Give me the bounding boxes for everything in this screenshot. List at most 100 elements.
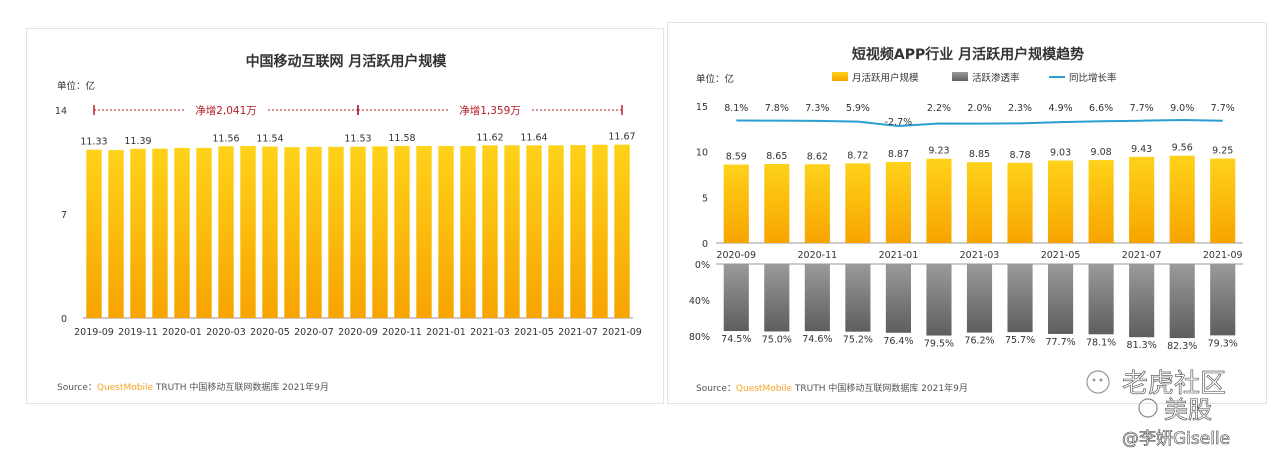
x-tick-label: 2020-07 xyxy=(294,327,334,338)
data-label: 8.59 xyxy=(726,152,747,163)
data-label: 9.08 xyxy=(1091,147,1112,158)
data-label: 11.54 xyxy=(256,134,283,145)
penetration-label: 79.3% xyxy=(1208,338,1238,349)
data-label: 8.85 xyxy=(969,149,990,160)
x-tick-label: 2021-01 xyxy=(426,327,466,338)
data-label: 11.56 xyxy=(212,133,239,144)
y-tick-label: 15 xyxy=(696,102,708,113)
source-note: Source：QuestMobile TRUTH 中国移动互联网数据库 2021… xyxy=(696,382,968,394)
bar xyxy=(416,145,432,318)
growth-line xyxy=(736,118,1223,128)
penetration-label: 74.5% xyxy=(721,334,751,345)
data-label: 9.23 xyxy=(928,146,949,157)
penetration-label: 78.1% xyxy=(1086,337,1116,348)
bar xyxy=(130,148,146,318)
growth-label: 2.3% xyxy=(1008,103,1032,114)
bar xyxy=(966,162,993,243)
x-tick-label: 2020-01 xyxy=(162,327,202,338)
bar xyxy=(1210,158,1236,243)
data-label: 11.33 xyxy=(80,137,107,148)
data-label: 8.62 xyxy=(807,151,828,162)
penetration-bar xyxy=(845,264,871,332)
bar xyxy=(306,146,322,318)
growth-label: 9.0% xyxy=(1170,103,1194,114)
bar xyxy=(1048,160,1074,243)
penetration-bar xyxy=(804,264,830,332)
data-label: 9.25 xyxy=(1212,146,1233,157)
x-tick-label: 2021-05 xyxy=(514,327,554,338)
data-label: 11.64 xyxy=(520,132,547,143)
penetration-bar xyxy=(723,264,749,332)
bar xyxy=(504,145,520,318)
penetration-label: 75.2% xyxy=(843,335,873,346)
bar xyxy=(196,147,212,318)
penetration-bar xyxy=(966,264,993,333)
bar xyxy=(218,146,234,318)
y-tick-label: 7 xyxy=(61,210,67,221)
y-tick-label: 14 xyxy=(55,106,67,117)
penetration-label: 75.0% xyxy=(762,335,792,346)
data-label: 8.65 xyxy=(766,151,787,162)
x-tick-label: 2020-11 xyxy=(797,250,837,261)
penetration-label: 81.3% xyxy=(1127,340,1157,351)
bar xyxy=(1088,160,1114,243)
x-tick-label: 2021-03 xyxy=(960,250,1000,261)
penetration-bar xyxy=(1169,264,1195,339)
penetration-label: 75.7% xyxy=(1005,335,1035,346)
bar xyxy=(482,145,498,318)
legend-swatch xyxy=(832,72,848,81)
bar xyxy=(845,163,871,243)
penetration-label: 76.2% xyxy=(964,336,994,347)
growth-label: 7.7% xyxy=(1211,103,1235,114)
penetration-label: 77.7% xyxy=(1045,337,1075,348)
unit-label: 单位：亿 xyxy=(696,73,734,85)
bar xyxy=(284,147,300,318)
bar xyxy=(108,150,124,318)
x-tick-label: 2020-03 xyxy=(206,327,246,338)
watermark-line3: @李妍Giselle xyxy=(1122,429,1230,449)
x-tick-label: 2020-11 xyxy=(382,327,422,338)
growth-label: 2.0% xyxy=(967,103,991,114)
x-tick-label: 2021-01 xyxy=(879,250,919,261)
x-tick-label: 2021-05 xyxy=(1041,250,1081,261)
tiger-icon xyxy=(1138,398,1158,418)
penetration-bar xyxy=(1048,264,1074,334)
x-tick-label: 2021-03 xyxy=(470,327,510,338)
x-tick-label: 2021-07 xyxy=(1122,250,1162,261)
data-label: 8.72 xyxy=(847,150,868,161)
growth-label: 2.2% xyxy=(927,103,951,114)
wechat-icon xyxy=(1086,370,1110,394)
bar xyxy=(174,147,190,318)
growth-label: 7.8% xyxy=(765,103,789,114)
bar xyxy=(438,145,454,318)
data-label: 9.56 xyxy=(1172,143,1193,154)
bar xyxy=(1007,162,1033,243)
bar xyxy=(804,164,830,243)
growth-label: 5.9% xyxy=(846,103,870,114)
x-tick-label: 2021-07 xyxy=(558,327,598,338)
legend-label: 同比增长率 xyxy=(1069,72,1117,84)
data-label: 11.58 xyxy=(388,133,415,144)
growth-label: 7.7% xyxy=(1130,103,1154,114)
growth-label: -2.7% xyxy=(885,117,913,128)
bar xyxy=(723,164,749,243)
penetration-bar xyxy=(1007,264,1033,333)
bar xyxy=(394,145,410,318)
growth-label: 6.6% xyxy=(1089,103,1113,114)
bar xyxy=(885,161,911,243)
penetration-bar xyxy=(1129,264,1155,338)
bar xyxy=(1169,155,1195,243)
penetration-tick-label: 80% xyxy=(689,332,710,343)
bar xyxy=(460,145,476,318)
bar xyxy=(926,158,952,243)
legend-swatch xyxy=(952,72,968,81)
growth-label: 7.3% xyxy=(805,103,829,114)
penetration-tick-label: 40% xyxy=(689,296,710,307)
data-label: 11.62 xyxy=(476,132,503,143)
bar xyxy=(350,146,366,318)
chart-title: 中国移动互联网 月活跃用户规模 xyxy=(246,53,448,70)
watermark-line2: 美股 xyxy=(1164,396,1212,424)
data-label: 11.39 xyxy=(124,136,151,147)
y-tick-label: 10 xyxy=(696,148,708,159)
